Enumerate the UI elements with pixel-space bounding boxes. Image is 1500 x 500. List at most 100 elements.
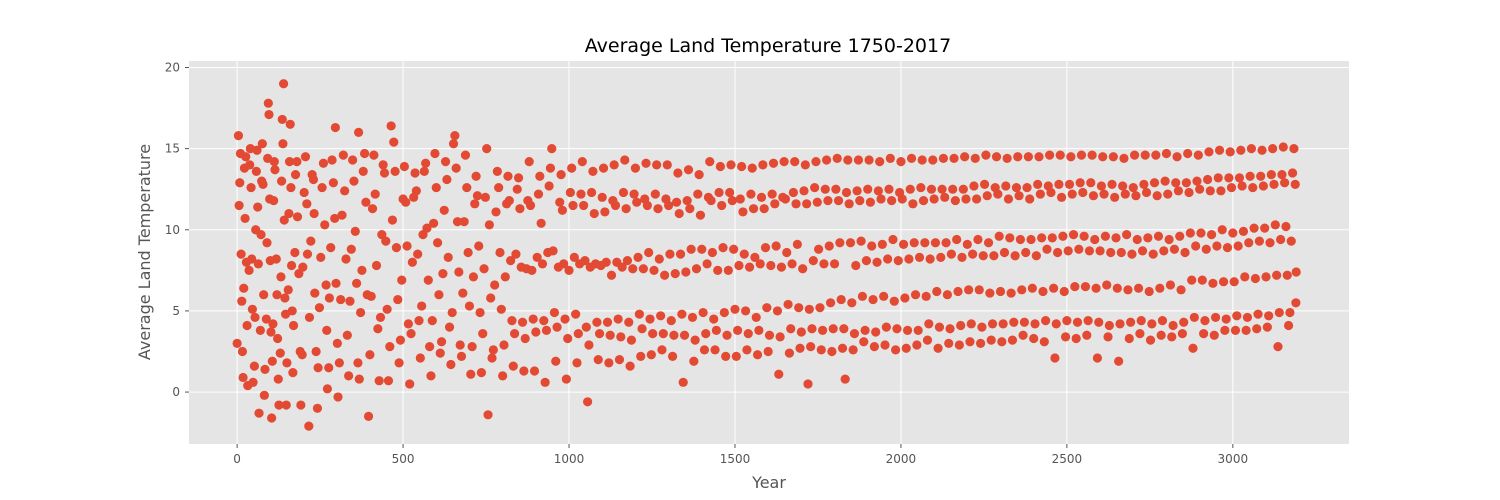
data-point bbox=[652, 160, 662, 170]
data-point bbox=[625, 361, 635, 371]
data-point bbox=[1091, 283, 1101, 293]
data-point bbox=[1050, 353, 1060, 363]
data-point bbox=[1224, 173, 1234, 183]
data-point bbox=[1098, 152, 1108, 162]
data-point bbox=[642, 200, 652, 211]
data-point bbox=[1104, 320, 1114, 331]
data-point bbox=[261, 314, 271, 324]
data-point bbox=[252, 145, 262, 155]
data-point bbox=[786, 324, 796, 334]
data-point bbox=[718, 243, 728, 253]
data-point bbox=[950, 195, 960, 206]
data-point bbox=[794, 303, 804, 313]
data-point bbox=[888, 234, 898, 245]
data-point bbox=[885, 153, 895, 163]
data-point bbox=[1254, 236, 1264, 246]
data-point bbox=[697, 244, 707, 254]
data-point bbox=[768, 158, 779, 168]
data-point bbox=[993, 189, 1003, 199]
data-point bbox=[944, 338, 954, 348]
data-point bbox=[238, 372, 248, 383]
data-point bbox=[1132, 234, 1142, 245]
data-point bbox=[471, 171, 481, 181]
data-point bbox=[644, 247, 654, 258]
data-point bbox=[236, 249, 246, 259]
data-point bbox=[366, 291, 376, 301]
data-point bbox=[235, 178, 245, 188]
data-point bbox=[577, 157, 587, 167]
data-point bbox=[1102, 280, 1112, 290]
data-point bbox=[1038, 286, 1048, 297]
data-point bbox=[417, 301, 427, 311]
data-point bbox=[941, 238, 951, 248]
data-point bbox=[1286, 236, 1296, 246]
data-point bbox=[1192, 176, 1202, 186]
data-point bbox=[849, 329, 860, 339]
data-point bbox=[1253, 309, 1263, 319]
data-point bbox=[1063, 246, 1073, 256]
data-point bbox=[296, 400, 306, 410]
data-point bbox=[735, 194, 745, 204]
data-point bbox=[569, 252, 579, 262]
data-point bbox=[439, 205, 449, 215]
data-point bbox=[405, 379, 415, 389]
data-point bbox=[953, 286, 963, 297]
data-point bbox=[1220, 325, 1230, 335]
data-point bbox=[423, 275, 433, 285]
data-point bbox=[985, 288, 995, 298]
data-point bbox=[519, 366, 529, 376]
data-point bbox=[274, 400, 284, 410]
data-point bbox=[706, 195, 716, 206]
data-point bbox=[991, 152, 1002, 162]
data-point bbox=[776, 262, 787, 272]
data-point bbox=[280, 293, 290, 303]
data-point bbox=[1181, 178, 1191, 188]
data-point bbox=[896, 157, 906, 167]
data-point bbox=[940, 192, 950, 202]
x-tick-label: 0 bbox=[233, 452, 241, 466]
data-point bbox=[491, 207, 501, 217]
data-point bbox=[1106, 247, 1116, 258]
data-point bbox=[1058, 231, 1068, 241]
data-point bbox=[555, 197, 565, 207]
data-point bbox=[798, 264, 808, 274]
data-point bbox=[1042, 244, 1052, 254]
data-point bbox=[1080, 281, 1091, 292]
data-point bbox=[1163, 189, 1173, 199]
data-point bbox=[1232, 311, 1242, 321]
data-point bbox=[1165, 280, 1176, 290]
data-point bbox=[1160, 176, 1170, 186]
data-point bbox=[464, 301, 475, 311]
data-point bbox=[904, 254, 914, 264]
data-point bbox=[584, 340, 594, 350]
data-point bbox=[887, 195, 897, 206]
data-point bbox=[958, 184, 968, 194]
data-point bbox=[572, 358, 582, 368]
data-point bbox=[251, 166, 261, 176]
data-point bbox=[277, 114, 287, 125]
data-point bbox=[961, 194, 971, 204]
data-point bbox=[616, 332, 626, 342]
data-point bbox=[1214, 145, 1225, 155]
data-point bbox=[279, 215, 289, 225]
data-point bbox=[353, 358, 363, 368]
data-point bbox=[1013, 152, 1023, 162]
data-point bbox=[1209, 330, 1219, 340]
data-point bbox=[529, 366, 540, 376]
data-point bbox=[288, 367, 298, 378]
data-point bbox=[1244, 238, 1254, 248]
data-point bbox=[458, 288, 468, 298]
data-point bbox=[910, 290, 921, 300]
data-point bbox=[905, 184, 915, 194]
data-point bbox=[278, 139, 288, 149]
data-point bbox=[446, 359, 456, 370]
data-point bbox=[1140, 150, 1150, 160]
data-point bbox=[451, 163, 461, 173]
data-point bbox=[763, 346, 773, 357]
data-point bbox=[284, 157, 295, 167]
data-point bbox=[258, 179, 268, 189]
data-point bbox=[678, 377, 688, 387]
data-point bbox=[478, 329, 488, 339]
data-point bbox=[1249, 223, 1259, 233]
data-point bbox=[1124, 333, 1134, 344]
